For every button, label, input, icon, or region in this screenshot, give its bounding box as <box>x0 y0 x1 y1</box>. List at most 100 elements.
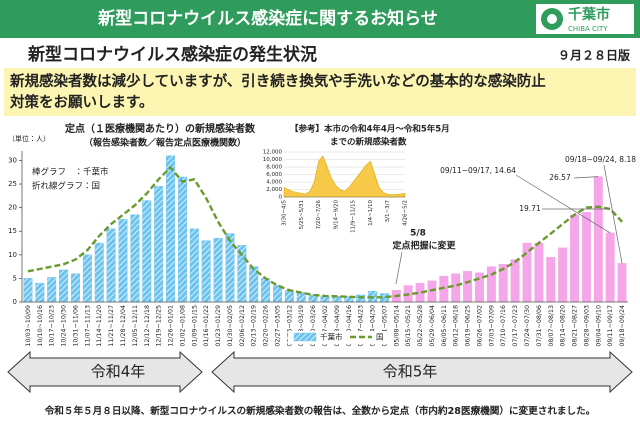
era-label: 令和5年 <box>383 363 438 381</box>
notice-line: 対策をお願いします。 <box>9 93 154 111</box>
footer: 令和５年５月８日以降、新型コロナウイルスの新規感染者数の報告は、全数から定点（市… <box>44 405 596 417</box>
x-tick-label: 03/13~03/19 <box>298 305 305 347</box>
y-tick-label: 0 <box>279 195 283 201</box>
x-tick-label: 10/03~10/09 <box>25 305 32 347</box>
x-tick-label: 02/27~03/05 <box>274 305 281 347</box>
bar <box>23 278 33 303</box>
bar <box>451 273 461 303</box>
bar <box>558 247 568 303</box>
bar <box>106 228 116 303</box>
bar <box>35 282 45 303</box>
y-tick-label: 4,000 <box>266 180 282 186</box>
header-title: 新型コロナウイルス感染症に関するお知らせ <box>97 8 438 29</box>
bar <box>142 200 152 303</box>
x-tick-label: 07/17~07/23 <box>512 305 519 347</box>
x-tick-label: 12/26~01/01 <box>168 305 175 347</box>
unit-label: （単位：人） <box>8 134 50 143</box>
legend-label: 千葉市 <box>320 332 343 342</box>
bar <box>213 238 223 303</box>
bar <box>225 233 235 303</box>
x-tick-label: 07/10~07/16 <box>500 305 507 347</box>
bar <box>82 254 92 303</box>
x-tick-label: 01/30~02/05 <box>227 305 234 347</box>
main-chart: 0 5 10 15 20 25 30 10/03~10/09 10/10~10/16 10/17~… <box>8 151 636 347</box>
x-tick-label: 05/22~05/28 <box>417 305 424 347</box>
bar <box>272 285 282 303</box>
data-label: 19.71 <box>519 204 541 213</box>
legend: 千葉市 国 <box>288 331 388 344</box>
bar <box>70 273 80 303</box>
bar <box>118 219 128 303</box>
bar <box>47 277 57 303</box>
y-tick-label: 20 <box>8 204 17 212</box>
y-tick-label: 10,000 <box>263 157 283 163</box>
x-tick-label: 03/20~03/26 <box>310 305 317 347</box>
label-leader <box>515 174 611 234</box>
x-tick-label: 11/9~11/15 <box>351 200 357 233</box>
bar <box>166 155 176 303</box>
x-tick-label: 10/24~10/30 <box>61 305 68 347</box>
x-tick-label: 10/31~11/06 <box>72 305 79 347</box>
x-tick-label: 3/30~4/5 <box>282 200 288 226</box>
x-tick-label: 02/20~02/26 <box>263 305 270 347</box>
x-tick-label: 06/26~07/02 <box>476 305 483 347</box>
x-tick-label: 11/21~11/27 <box>108 305 115 347</box>
y-tick-label: 2,000 <box>266 187 282 193</box>
chart-subtitle: （報告感染者数／報告定点医療機関数） <box>84 137 246 149</box>
x-tick-label: 7/20~7/26 <box>316 200 322 230</box>
data-label: 09/11~09/17, 14.64 <box>440 166 516 175</box>
x-tick-label: 06/12~06/18 <box>453 305 460 347</box>
y-tick-label: 8,000 <box>266 165 282 171</box>
x-tick-label: 05/08~05/14 <box>393 305 400 347</box>
y-tick-label: 5 <box>13 274 17 282</box>
data-label: 09/18~09/24, 8.18 <box>565 155 636 164</box>
bar <box>593 176 603 303</box>
x-tick-label: 01/02~01/08 <box>179 305 186 347</box>
x-tick-label: 08/21~08/27 <box>572 305 579 347</box>
x-tick-label: 08/07~08/13 <box>548 305 555 347</box>
x-tick-label: 07/24~07/30 <box>524 305 531 347</box>
bar <box>296 292 306 303</box>
bar <box>534 242 544 303</box>
x-tick-label: 5/25~5/31 <box>299 200 305 229</box>
x-tick-label: 08/14~08/20 <box>560 305 567 347</box>
x-tick-label: 06/19~06/25 <box>465 305 472 347</box>
x-tick-label: 05/01~05/07 <box>381 305 388 347</box>
annotation: 定点把握に変更 <box>392 240 456 252</box>
x-tick-label: 01/23~01/29 <box>215 305 222 347</box>
x-tick-label: 01/09~01/15 <box>191 305 198 347</box>
x-tick-label: 4/26~5/2 <box>403 200 409 226</box>
x-tick-label: 04/03~04/09 <box>334 305 341 347</box>
bar <box>522 242 532 303</box>
annotation: 5/8 <box>410 229 426 239</box>
x-tick-label: 03/27~04/02 <box>322 305 329 347</box>
x-tick-label: 11/14~11/20 <box>96 305 103 347</box>
x-tick-label: 12/05~12/11 <box>132 305 139 347</box>
x-tick-label: 07/03~07/09 <box>488 305 495 347</box>
x-tick-label: 02/06~02/12 <box>239 305 246 347</box>
x-tick-label: 05/15~05/21 <box>405 305 412 347</box>
edition: ９月２８日版 <box>558 48 631 63</box>
x-tick-label: 01/16~01/22 <box>203 305 210 347</box>
x-tick-label: 3/1~3/7 <box>385 200 391 223</box>
label-leader <box>603 164 623 264</box>
bar <box>201 240 211 303</box>
bar <box>130 214 140 303</box>
key-text: 棒グラフ ：千葉市 <box>32 167 109 178</box>
era-arrow <box>211 350 633 394</box>
y-tick-label: 10 <box>8 251 17 259</box>
data-label: 26.57 <box>549 173 571 182</box>
x-tick-label: 09/11~09/17 <box>607 305 614 347</box>
bar <box>546 256 556 303</box>
annotation-leader <box>395 251 403 285</box>
label-leader <box>573 176 599 179</box>
bar <box>605 232 615 303</box>
x-tick-label: 10/17~10/23 <box>49 305 56 347</box>
bar <box>94 242 104 303</box>
x-tick-label: 06/05~06/11 <box>441 305 448 347</box>
inset-title: までの新規感染者数 <box>330 137 407 148</box>
notice-box <box>4 68 636 116</box>
logo-emblem-inner <box>547 14 557 24</box>
x-tick-label: 12/19~12/25 <box>156 305 163 347</box>
